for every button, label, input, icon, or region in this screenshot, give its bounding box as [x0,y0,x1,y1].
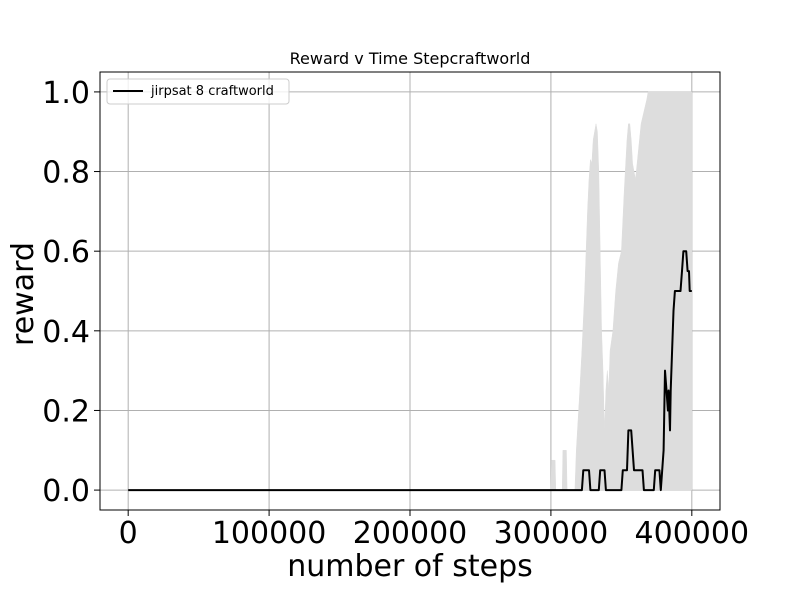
x-tick-label: 300000 [494,516,609,551]
y-tick-label: 0.0 [42,474,90,509]
y-tick-label: 0.6 [42,235,90,270]
series-line-layer [128,250,692,492]
y-tick-label: 1.0 [42,76,90,111]
y-tick-label: 0.4 [42,315,90,350]
chart-title: Reward v Time Stepcraftworld [290,49,531,68]
x-tick-label: 400000 [635,516,750,551]
x-tick-label: 200000 [353,516,468,551]
y-axis-label: reward [6,242,41,346]
x-tick-label: 100000 [212,516,327,551]
legend-label: jirpsat 8 craftworld [150,84,274,99]
series-line-jirpsat-8-craftworld [128,250,692,492]
x-tick-label: 0 [119,516,138,551]
y-tick-label: 0.2 [42,394,90,429]
y-axis-ticks: 0.0 0.2 0.4 0.6 0.8 1.0 [42,76,100,509]
x-axis-label: number of steps [287,549,533,584]
legend-box [106,78,290,105]
x-axis-ticks: 0 100000 200000 300000 400000 [119,510,749,551]
legend: jirpsat 8 craftworld [106,78,290,105]
y-tick-label: 0.8 [42,156,90,191]
